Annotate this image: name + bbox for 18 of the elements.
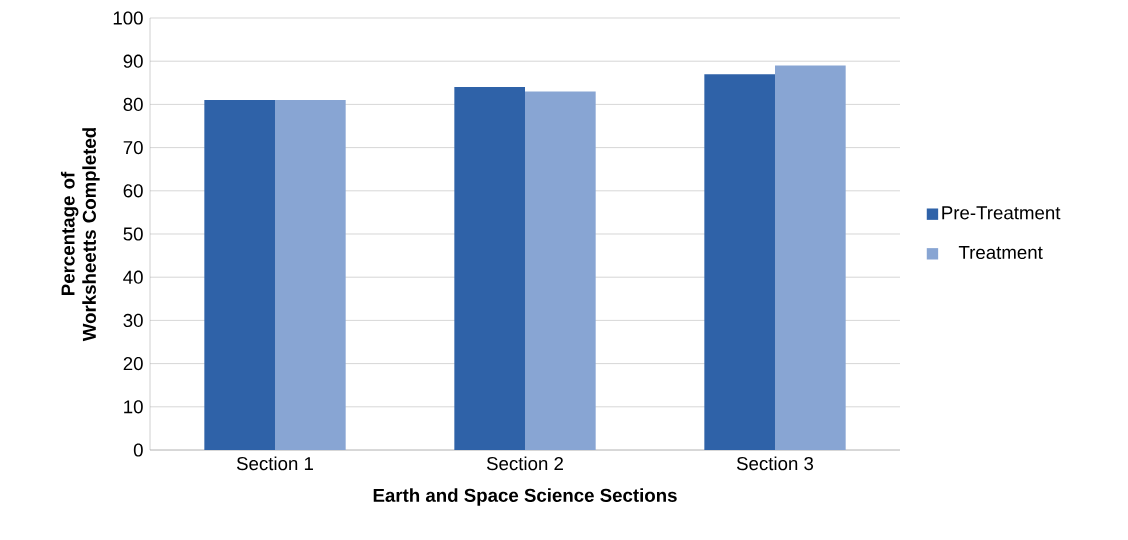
y-axis-title: Percentage of Worksheetts Completed [60, 128, 100, 342]
x-tick-label: Section 1 [236, 456, 313, 471]
y-tick-label: 100 [113, 11, 143, 25]
x-axis-title: Earth and Space Science Sections [373, 488, 677, 506]
x-tick-label: Section 2 [486, 456, 563, 471]
y-tick-label: 20 [123, 356, 143, 371]
y-tick-label: 80 [123, 97, 143, 112]
y-tick-label: 70 [123, 140, 143, 155]
y-tick-label: 50 [123, 227, 143, 241]
x-tick-label: Section 3 [736, 456, 814, 471]
y-tick-label: 40 [123, 270, 143, 284]
y-tick-label: 10 [124, 400, 143, 414]
y-tick-label: 0 [133, 443, 143, 457]
y-tick-label: 90 [123, 54, 143, 68]
y-tick-label: 30 [123, 313, 143, 328]
legend-label: Pre-Treatment [942, 206, 1061, 220]
legend-label: Treatment [958, 246, 1043, 260]
y-tick-label: 60 [123, 184, 143, 198]
